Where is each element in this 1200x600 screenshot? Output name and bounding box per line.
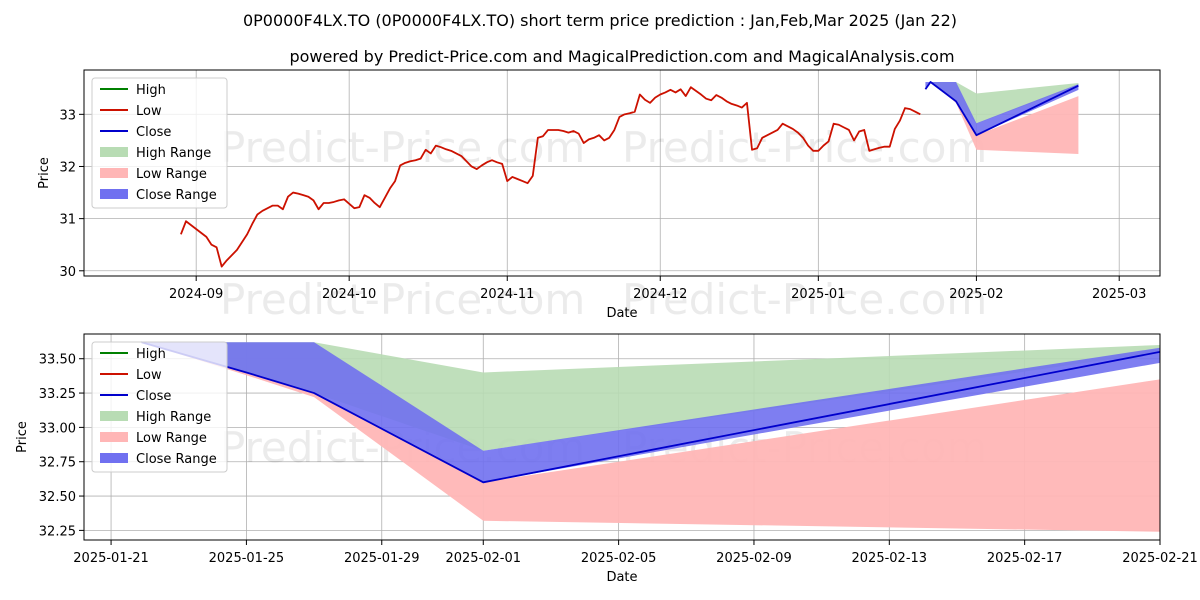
y-tick-label: 32.75 — [39, 456, 76, 471]
close-price-line — [924, 81, 1079, 137]
legend-label: High Range — [136, 410, 211, 425]
y-axis-label: Price — [15, 421, 30, 453]
legend-label: Low Range — [136, 431, 207, 446]
low-range-band — [141, 342, 1160, 532]
legend-swatch — [100, 411, 128, 421]
y-tick-label: 30 — [59, 265, 76, 280]
x-tick-label: 2025-02-05 — [581, 551, 657, 566]
x-axis-label: Date — [606, 306, 637, 321]
legend-label: High — [136, 347, 166, 362]
legend-swatch — [100, 168, 128, 178]
legend-label: Close Range — [136, 452, 217, 467]
chart-subtitle: powered by Predict-Price.com and Magical… — [289, 47, 954, 66]
x-tick-label: 2025-01 — [791, 287, 845, 302]
low-range-band — [925, 81, 1079, 154]
axes-frame — [83, 333, 1161, 541]
x-tick-label: 2025-03 — [1092, 287, 1146, 302]
y-tick-label: 32.25 — [39, 524, 76, 539]
legend-swatch — [100, 189, 128, 199]
x-tick-label: 2025-01-21 — [73, 551, 149, 566]
chart-title: 0P0000F4LX.TO (0P0000F4LX.TO) short term… — [243, 11, 957, 30]
y-axis-label: Price — [37, 157, 52, 189]
close-range-band — [925, 81, 1079, 136]
legend-swatch — [100, 453, 128, 463]
high-range-band — [141, 342, 1160, 451]
y-tick-label: 33.50 — [39, 353, 76, 368]
watermark-text: Predict-Price.com — [622, 123, 987, 172]
close-range-band — [141, 342, 1160, 483]
x-tick-label: 2024-11 — [480, 287, 534, 302]
legend-label: High Range — [136, 146, 211, 161]
x-tick-label: 2024-10 — [322, 287, 376, 302]
y-tick-label: 32 — [59, 160, 76, 175]
x-axis-label: Date — [606, 570, 637, 585]
axes-frame — [83, 69, 1161, 277]
legend-swatch — [100, 147, 128, 157]
x-tick-label: 2024-12 — [633, 287, 687, 302]
plot-area — [180, 81, 1079, 268]
legend-label: High — [136, 83, 166, 98]
legend-label: Close — [136, 389, 171, 404]
legend-label: Close — [136, 125, 171, 140]
legend: High Low Close High Range Low Range Close Ran… — [91, 341, 228, 473]
x-tick-label: 2025-02-21 — [1122, 551, 1198, 566]
legend-label: Low Range — [136, 167, 207, 182]
x-tick-label: 2025-02-01 — [445, 551, 521, 566]
y-tick-label: 33.25 — [39, 387, 76, 402]
legend: High Low Close High Range Low Range Close Ran… — [91, 77, 228, 209]
prediction-zoom-panel: Predict-Price.comPredict-Price.com2025-0… — [15, 333, 1198, 585]
x-tick-label: 2025-02-09 — [716, 551, 792, 566]
x-tick-label: 2025-01-29 — [344, 551, 420, 566]
y-tick-label: 32.50 — [39, 490, 76, 505]
y-tick-label: 33.00 — [39, 421, 76, 436]
y-tick-label: 31 — [59, 213, 76, 228]
watermark-text: Predict-Price.com — [220, 275, 585, 324]
low-price-line — [180, 86, 921, 268]
x-tick-label: 2025-02-17 — [987, 551, 1063, 566]
high-range-band — [925, 81, 1079, 124]
legend-label: Low — [136, 104, 162, 119]
y-tick-label: 33 — [59, 108, 76, 123]
x-tick-label: 2025-02 — [949, 287, 1003, 302]
price-history-panel: Predict-Price.com Predict-Price.com Predic… — [37, 69, 1161, 324]
legend-swatch — [100, 432, 128, 442]
x-tick-label: 2025-01-25 — [209, 551, 285, 566]
legend-label: Low — [136, 368, 162, 383]
x-tick-label: 2025-02-13 — [852, 551, 928, 566]
watermark-text: Predict-Price.com — [622, 275, 987, 324]
legend-label: Close Range — [136, 188, 217, 203]
x-tick-label: 2024-09 — [169, 287, 223, 302]
